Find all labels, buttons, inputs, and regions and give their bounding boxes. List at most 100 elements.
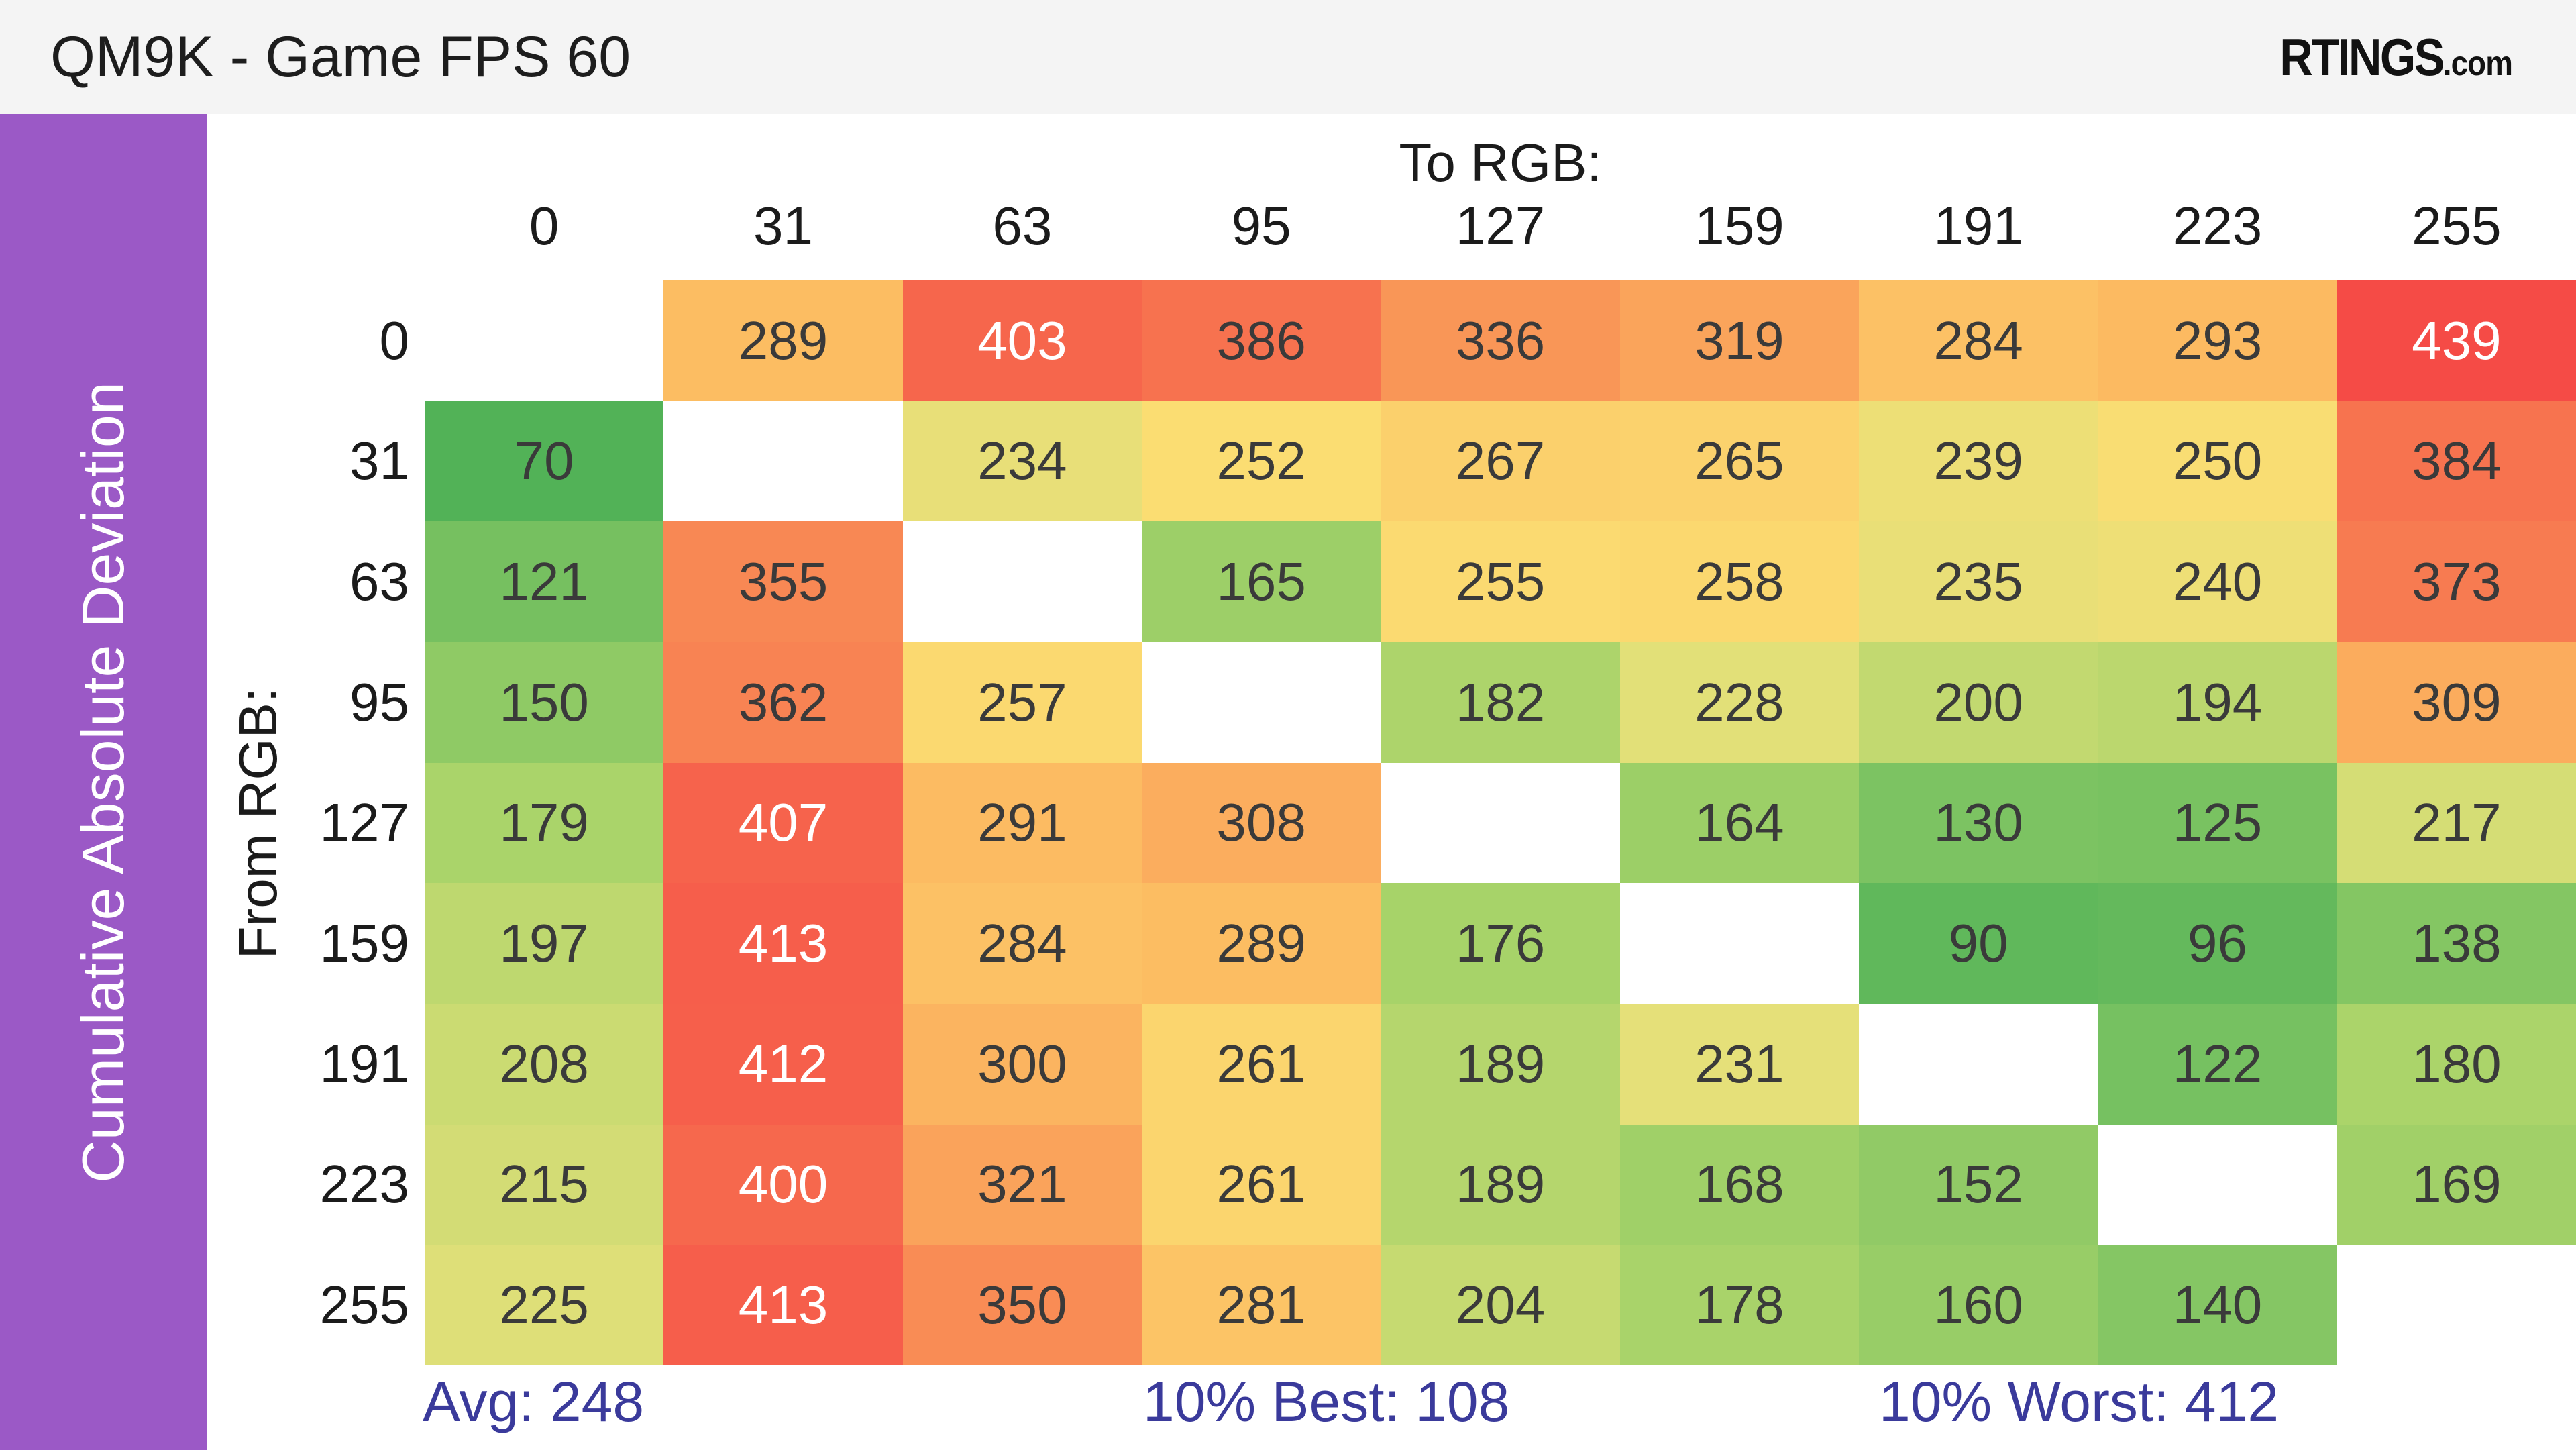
logo-com-text: .com (2443, 44, 2513, 83)
heatmap-cell: 413 (663, 883, 903, 1004)
heatmap-cell: 179 (425, 762, 664, 884)
heatmap-cell-blank (2337, 1245, 2576, 1365)
heatmap-cell: 231 (1619, 1004, 1859, 1125)
heatmap-cell: 228 (1619, 642, 1859, 763)
heatmap-cell: 284 (1859, 280, 2098, 401)
col-header-label: 0 (529, 196, 559, 256)
heatmap-cell: 182 (1381, 642, 1620, 763)
heatmap-cell: 215 (425, 1124, 664, 1245)
y-axis-outer-band: Cumulative Absolute Deviation (0, 114, 207, 1450)
brand-logo[interactable]: RTINGS .com (2279, 0, 2513, 114)
heatmap-cell: 258 (1619, 521, 1859, 642)
heatmap-cell: 150 (425, 642, 664, 763)
col-header-label: 127 (1455, 196, 1546, 256)
col-header-label: 159 (1695, 196, 1784, 256)
heatmap-cell: 412 (663, 1004, 903, 1125)
heatmap-cell: 413 (663, 1245, 903, 1365)
heatmap-cell: 138 (2337, 883, 2576, 1004)
heatmap-cell: 122 (2098, 1004, 2337, 1125)
heatmap-cell-blank (1859, 1004, 2098, 1125)
heatmap-cell: 321 (902, 1124, 1142, 1245)
heatmap-cell-blank (1381, 762, 1620, 884)
heatmap-cell: 140 (2098, 1245, 2337, 1365)
heatmap-cell: 250 (2098, 401, 2337, 522)
heatmap-cell: 257 (902, 642, 1142, 763)
row-header-label: 63 (350, 552, 409, 612)
col-header-label: 63 (992, 196, 1053, 256)
heatmap-cell: 197 (425, 883, 664, 1004)
heatmap-cell: 160 (1859, 1245, 2098, 1365)
heatmap-cell: 189 (1381, 1004, 1620, 1125)
row-header-label: 191 (319, 1033, 409, 1094)
heatmap-cell-blank (425, 280, 664, 401)
stat-10pct-best: 10% Best: 108 (1143, 1370, 1510, 1433)
heatmap-cell: 373 (2337, 521, 2576, 642)
heatmap-cell: 284 (902, 883, 1142, 1004)
heatmap-cell: 293 (2098, 280, 2337, 401)
heatmap-cell-blank (1142, 642, 1381, 763)
stat-average: Avg: 248 (423, 1370, 645, 1433)
heatmap-cell: 291 (902, 762, 1142, 884)
heatmap-cell-blank (2098, 1124, 2337, 1245)
y-axis-title: From RGB: (228, 687, 288, 960)
heatmap-cell: 180 (2337, 1004, 2576, 1125)
row-header-label: 0 (379, 310, 410, 370)
heatmap-cell: 252 (1142, 401, 1381, 522)
heatmap-cell: 336 (1381, 280, 1620, 401)
heatmap-cell: 384 (2337, 401, 2576, 522)
heatmap-cell: 355 (663, 521, 903, 642)
heatmap-cell: 217 (2337, 762, 2576, 884)
heatmap-cell: 350 (902, 1245, 1142, 1365)
heatmap-cell: 225 (425, 1245, 664, 1365)
heatmap-cell: 261 (1142, 1004, 1381, 1125)
x-axis-title: To RGB: (1399, 132, 1602, 193)
heatmap-cell: 403 (902, 280, 1142, 401)
row-header-label: 95 (350, 672, 409, 732)
heatmap-cell: 121 (425, 521, 664, 642)
heatmap-cell-blank (663, 401, 903, 522)
heatmap-cell: 386 (1142, 280, 1381, 401)
heatmap-cell: 308 (1142, 762, 1381, 884)
stat-10pct-worst: 10% Worst: 412 (1879, 1370, 2279, 1433)
heatmap-grid: 289 403 386 336 319 284 293 439 70 234 252 267 265 23… (425, 280, 2576, 1365)
heatmap-cell: 261 (1142, 1124, 1381, 1245)
heatmap-cell: 265 (1619, 401, 1859, 522)
heatmap-cell-blank (902, 521, 1142, 642)
heatmap-cell: 178 (1619, 1245, 1859, 1365)
col-header-label: 31 (753, 196, 813, 256)
row-header-label: 127 (319, 792, 409, 853)
heatmap-cell: 194 (2098, 642, 2337, 763)
heatmap-cell: 125 (2098, 762, 2337, 884)
heatmap-cell: 164 (1619, 762, 1859, 884)
heatmap-cell: 152 (1859, 1124, 2098, 1245)
heatmap-cell: 208 (425, 1004, 664, 1125)
heatmap-cell: 289 (663, 280, 903, 401)
heatmap-cell: 289 (1142, 883, 1381, 1004)
heatmap-cell: 300 (902, 1004, 1142, 1125)
row-header-label: 159 (319, 913, 409, 974)
logo-rtings-text: RTINGS (2279, 28, 2445, 87)
heatmap-cell: 70 (425, 401, 664, 522)
column-headers: 0 31 63 95 127 159 191 223 255 (425, 189, 2576, 263)
col-header-label: 223 (2172, 196, 2263, 256)
heatmap-cell: 168 (1619, 1124, 1859, 1245)
col-header-label: 191 (1933, 196, 2023, 256)
heatmap-cell: 130 (1859, 762, 2098, 884)
heatmap-cell: 96 (2098, 883, 2337, 1004)
col-header-label: 95 (1231, 196, 1291, 256)
heatmap-cell: 309 (2337, 642, 2576, 763)
page-title: QM9K - Game FPS 60 (50, 24, 631, 89)
heatmap-cell: 189 (1381, 1124, 1620, 1245)
heatmap-cell: 240 (2098, 521, 2337, 642)
heatmap-cell: 255 (1381, 521, 1620, 642)
heatmap-cell: 200 (1859, 642, 2098, 763)
y-axis-outer-title: Cumulative Absolute Deviation (70, 381, 136, 1183)
topbar: QM9K - Game FPS 60 RTINGS .com (0, 0, 2576, 114)
heatmap-cell: 439 (2337, 280, 2576, 401)
heatmap-cell: 400 (663, 1124, 903, 1245)
heatmap-cell: 234 (902, 401, 1142, 522)
heatmap-cell: 204 (1381, 1245, 1620, 1365)
heatmap-cell: 267 (1381, 401, 1620, 522)
heatmap-cell: 165 (1142, 521, 1381, 642)
row-header-label: 31 (350, 431, 409, 491)
